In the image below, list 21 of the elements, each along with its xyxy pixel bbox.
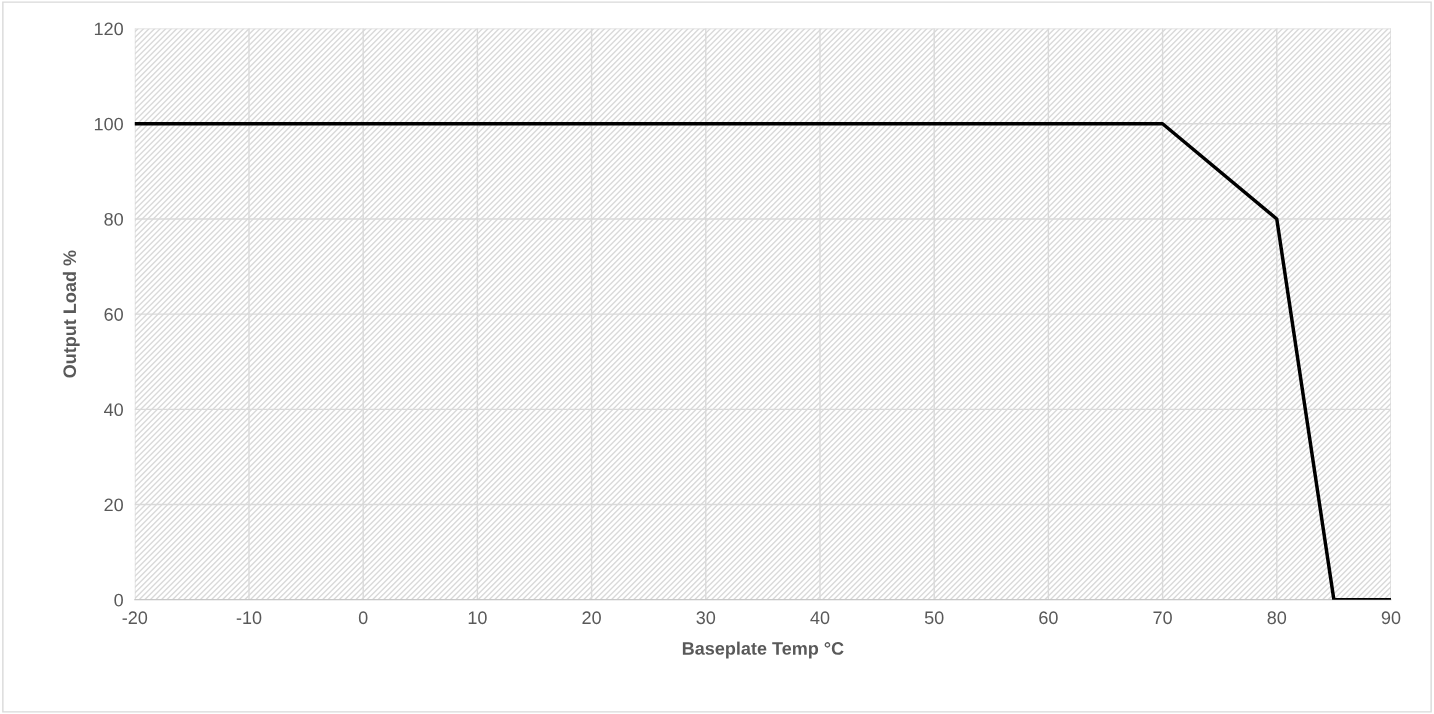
y-tick-label: 120 [94,22,123,36]
x-tick-label: 0 [358,611,368,625]
x-tick-label: -10 [236,611,262,625]
x-tick-label: 50 [924,611,944,625]
y-tick-label: 60 [104,308,123,321]
y-tick-label: 80 [104,212,123,226]
y-axis-title: Output Load % [62,250,80,378]
y-tick-label: 100 [94,117,123,131]
y-tick-label: 0 [114,593,123,607]
y-tick-label: 40 [104,403,123,417]
x-tick-label: 20 [582,611,601,625]
x-tick-label: 40 [810,611,830,625]
x-tick-label: 70 [1153,611,1172,625]
x-tick-label: 80 [1267,611,1287,625]
x-tick-label: 60 [1039,611,1058,625]
y-tick-label: 20 [104,498,123,512]
x-axis-title: Baseplate Temp °C [682,641,844,659]
x-tick-label: -20 [122,611,148,625]
x-tick-label: 90 [1381,611,1401,625]
x-tick-label: 30 [696,611,716,625]
x-tick-label: 10 [468,611,487,625]
